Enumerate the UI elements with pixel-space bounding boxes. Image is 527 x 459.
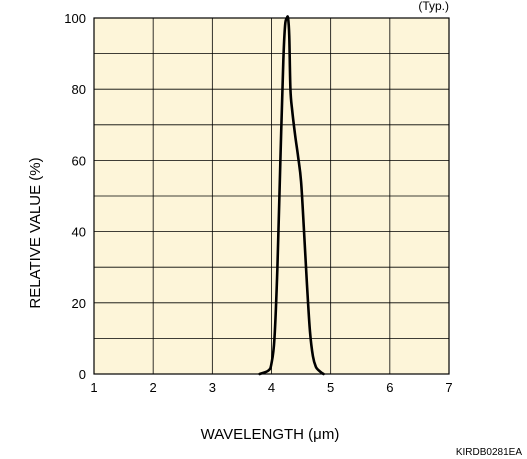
x-tick-label: 6 [386, 380, 393, 395]
x-tick-label: 3 [209, 380, 216, 395]
figure-code: KIRDB0281EA [456, 447, 522, 458]
x-tick-label: 4 [268, 380, 275, 395]
spectral-response-curve [258, 15, 325, 376]
y-tick-label: 0 [79, 367, 86, 382]
y-tick-label: 20 [72, 296, 86, 311]
y-tick-labels: 0 20 40 60 80 100 [64, 11, 86, 382]
series-layer [258, 15, 325, 376]
y-axis-title: RELATIVE VALUE (%) [27, 157, 44, 308]
x-tick-labels: 1 2 3 4 5 6 7 [90, 380, 452, 395]
y-tick-label: 80 [72, 82, 86, 97]
y-tick-label: 60 [72, 153, 86, 168]
typical-note: (Typ.) [418, 0, 449, 13]
grid [94, 18, 449, 374]
x-tick-label: 1 [90, 380, 97, 395]
x-tick-label: 2 [150, 380, 157, 395]
plot-frame [93, 17, 450, 375]
x-tick-label: 7 [445, 380, 452, 395]
y-tick-label: 100 [64, 11, 86, 26]
x-tick-label: 5 [327, 380, 334, 395]
x-axis-title: WAVELENGTH (μm) [201, 426, 340, 443]
y-tick-label: 40 [72, 225, 86, 240]
